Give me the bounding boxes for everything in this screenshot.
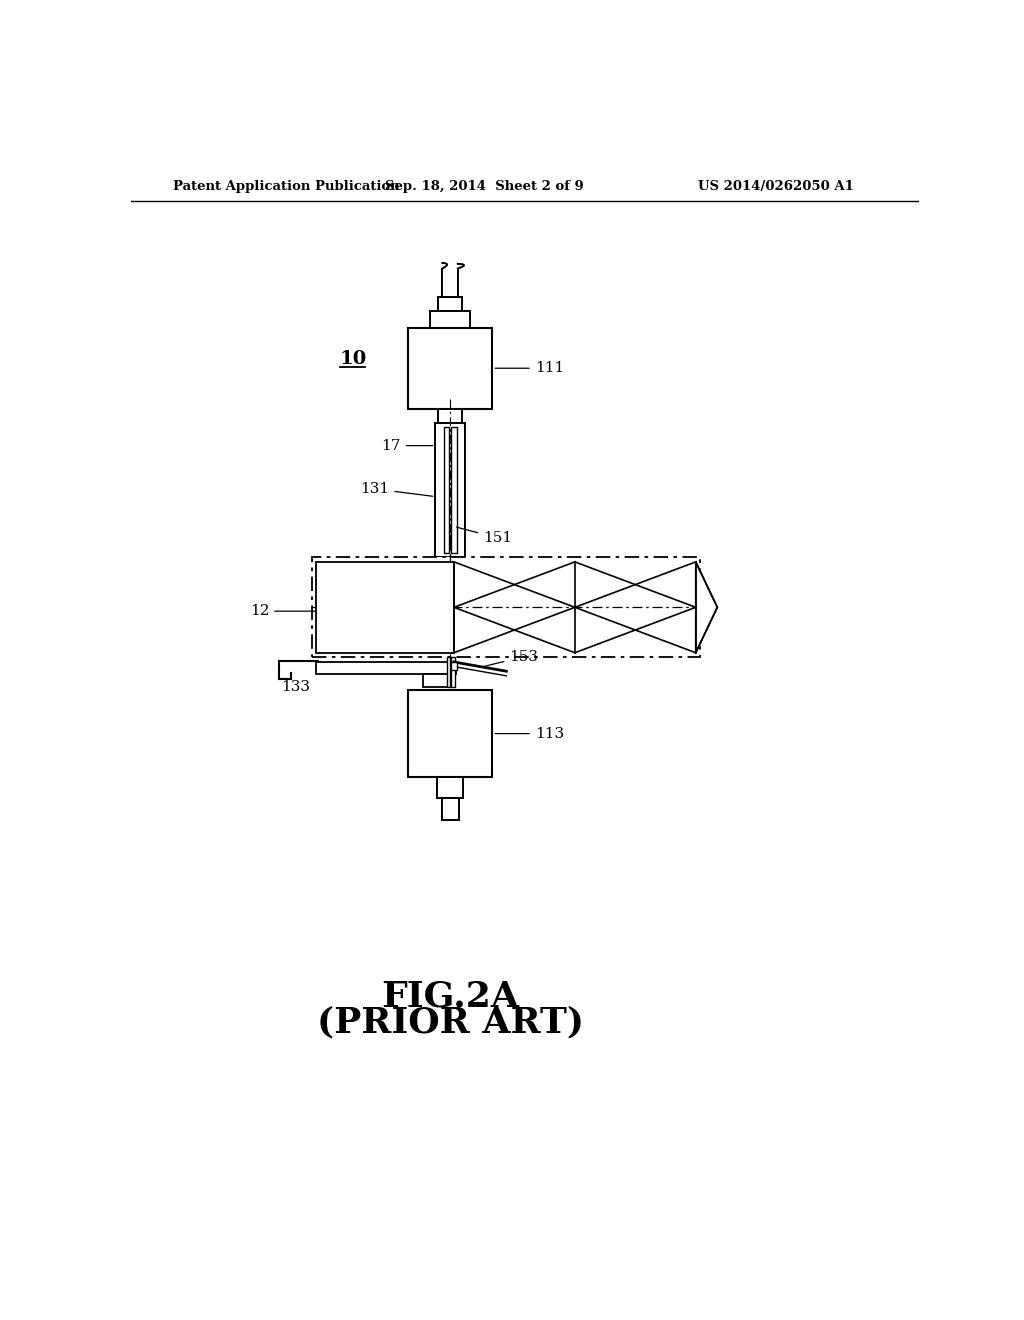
Text: 133: 133 <box>281 680 310 693</box>
Bar <box>311 557 700 657</box>
Bar <box>446 657 451 688</box>
Text: 12: 12 <box>250 605 315 618</box>
Bar <box>438 297 463 312</box>
Text: 17: 17 <box>382 438 433 453</box>
Bar <box>423 673 455 688</box>
Bar <box>316 562 454 653</box>
Bar <box>443 428 449 553</box>
Text: 131: 131 <box>360 482 433 496</box>
Bar <box>452 428 457 553</box>
Bar <box>452 657 455 688</box>
Bar <box>408 690 493 776</box>
Bar <box>316 663 457 673</box>
Bar <box>435 422 465 557</box>
Text: 111: 111 <box>496 362 564 375</box>
Text: US 2014/0262050 A1: US 2014/0262050 A1 <box>698 180 854 193</box>
Text: 10: 10 <box>340 350 368 367</box>
Bar <box>438 409 463 422</box>
Bar <box>437 776 463 799</box>
Bar <box>430 312 470 327</box>
Bar <box>441 799 459 820</box>
Text: 153: 153 <box>480 649 539 668</box>
Bar <box>408 327 493 409</box>
Text: (PRIOR ART): (PRIOR ART) <box>316 1006 584 1039</box>
Bar <box>451 663 457 669</box>
Polygon shape <box>695 562 717 653</box>
Text: 113: 113 <box>496 726 564 741</box>
Text: Patent Application Publication: Patent Application Publication <box>173 180 399 193</box>
Text: Sep. 18, 2014  Sheet 2 of 9: Sep. 18, 2014 Sheet 2 of 9 <box>385 180 584 193</box>
Text: FIG.2A: FIG.2A <box>381 979 519 1014</box>
Text: 151: 151 <box>457 527 512 545</box>
